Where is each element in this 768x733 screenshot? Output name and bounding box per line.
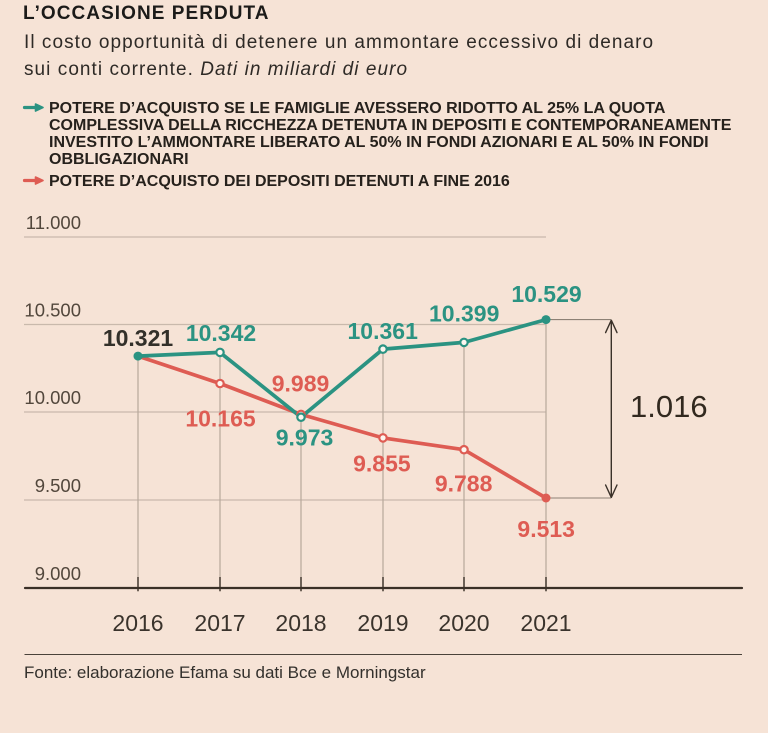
svg-text:10.500: 10.500	[24, 300, 81, 321]
svg-text:9.973: 9.973	[276, 425, 334, 451]
svg-text:2021: 2021	[520, 610, 571, 636]
svg-text:10.342: 10.342	[186, 320, 256, 346]
svg-text:9.513: 9.513	[517, 516, 575, 542]
svg-text:9.500: 9.500	[35, 475, 81, 496]
svg-text:9.788: 9.788	[435, 471, 493, 497]
svg-text:10.361: 10.361	[348, 318, 419, 344]
svg-text:10.529: 10.529	[511, 281, 581, 307]
svg-text:2016: 2016	[112, 610, 163, 636]
svg-text:10.399: 10.399	[429, 301, 499, 327]
svg-text:9.989: 9.989	[272, 370, 330, 396]
svg-text:9.000: 9.000	[35, 563, 81, 584]
svg-text:10.000: 10.000	[24, 387, 81, 408]
svg-text:2020: 2020	[438, 610, 489, 636]
svg-text:11.000: 11.000	[26, 212, 81, 233]
svg-text:2018: 2018	[275, 610, 326, 636]
svg-text:9.855: 9.855	[353, 451, 411, 477]
svg-text:10.165: 10.165	[185, 405, 256, 431]
svg-text:1.016: 1.016	[630, 389, 708, 424]
svg-text:2019: 2019	[357, 610, 408, 636]
svg-text:2017: 2017	[194, 610, 245, 636]
svg-text:10.321: 10.321	[103, 325, 174, 351]
